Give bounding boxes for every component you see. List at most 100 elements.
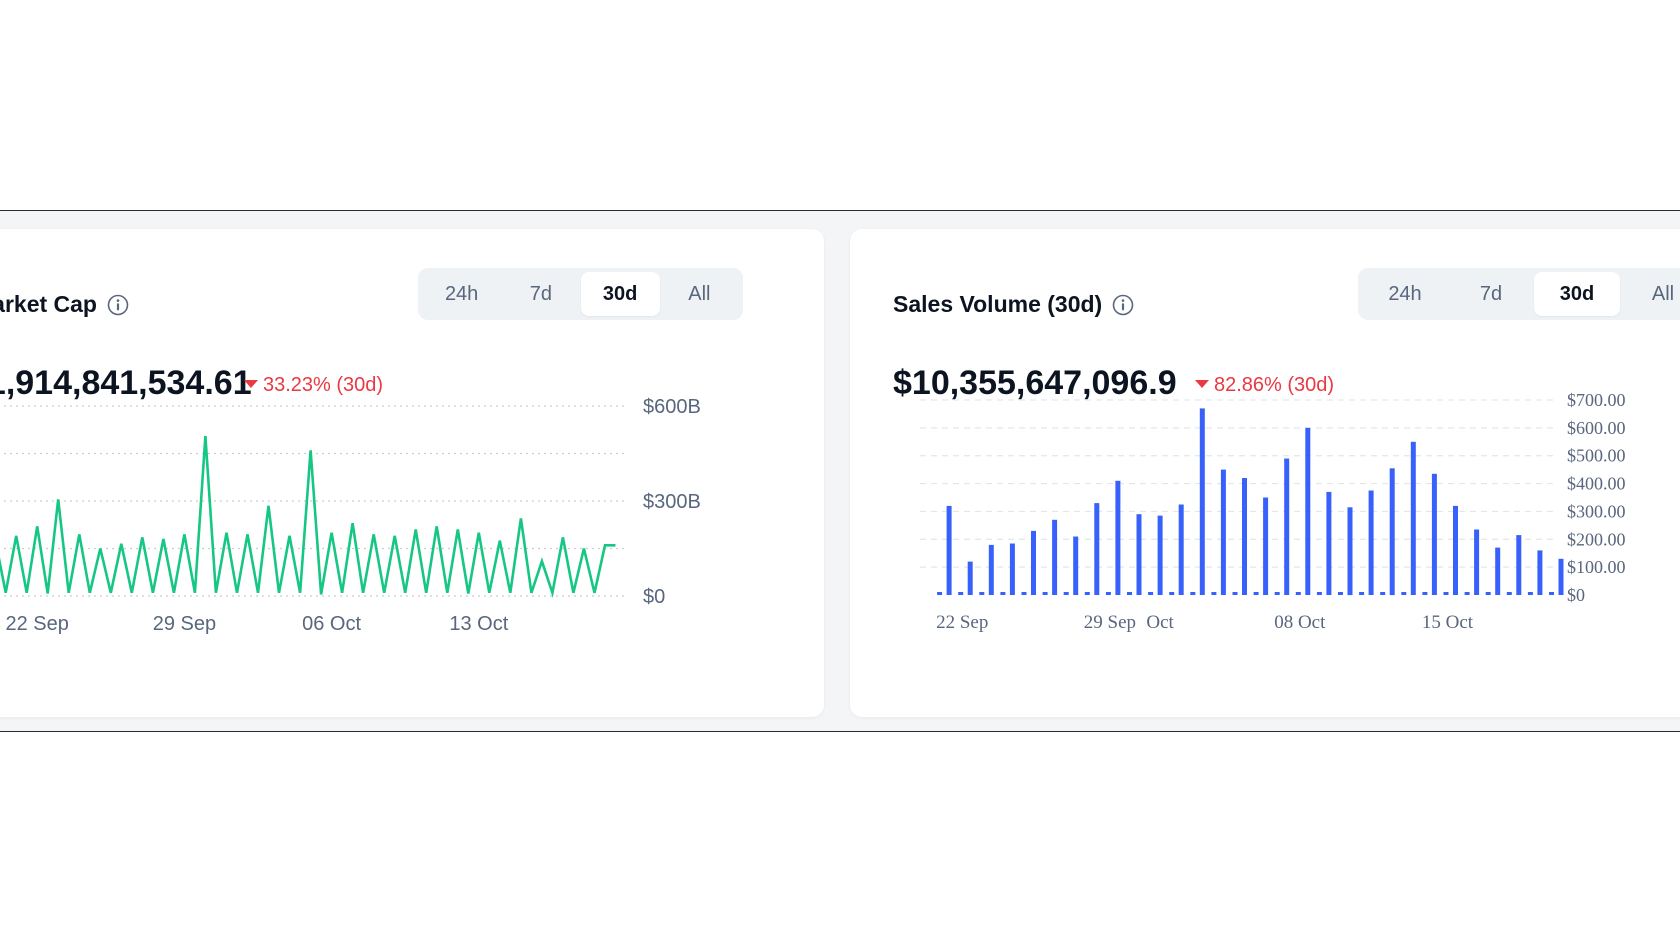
volume-bar-stub <box>1148 592 1154 595</box>
volume-bar[interactable] <box>1537 550 1543 595</box>
volume-bar[interactable] <box>1453 505 1458 595</box>
x-tick-label: 08 Oct <box>1274 612 1326 633</box>
market-cap-change-text: 33.23% (30d) <box>263 374 384 396</box>
sales-volume-title: Sales Volume (30d) <box>893 290 1134 318</box>
volume-bar[interactable] <box>1410 441 1416 595</box>
y-tick-label: $200.00 <box>1567 529 1626 549</box>
volume-bar-stub <box>1295 592 1301 595</box>
x-tick-label: 29 Sep <box>1084 612 1136 633</box>
info-icon[interactable] <box>107 294 129 316</box>
volume-bar[interactable] <box>1474 529 1480 596</box>
volume-bar[interactable] <box>1157 515 1163 595</box>
range-7d-button[interactable]: 7d <box>1479 283 1503 305</box>
sales-volume-y-axis: $0 $100.00 $200.00 $300.00 $400.00 $500.00 $60… <box>1567 390 1626 605</box>
volume-bar-stub <box>1549 592 1554 595</box>
volume-bar[interactable] <box>1136 514 1142 595</box>
volume-bar-stub <box>1000 592 1006 595</box>
market-cap-title-text: Market Cap <box>0 291 97 317</box>
range-all-button[interactable]: All <box>688 283 711 305</box>
volume-bar-stub <box>1338 592 1343 595</box>
sales-volume-change: 82.86% (30d) <box>1195 373 1334 397</box>
volume-bar[interactable] <box>1115 480 1121 595</box>
volume-bar[interactable] <box>1094 503 1100 595</box>
volume-bar-stub <box>1316 592 1322 595</box>
y-tick-label: $300.00 <box>1567 501 1626 521</box>
volume-bar-stub <box>1380 592 1386 595</box>
volume-bar-stub <box>1464 592 1470 595</box>
volume-bar-stub <box>1063 592 1069 595</box>
x-tick-label: Oct <box>1146 612 1174 633</box>
market-cap-x-axis: 22 Sep 29 Sep 06 Oct 13 Oct <box>6 613 509 635</box>
volume-bar[interactable] <box>1431 473 1437 595</box>
volume-bar-stub <box>979 592 985 595</box>
volume-bar[interactable] <box>1305 427 1311 595</box>
volume-bar[interactable] <box>1031 530 1036 595</box>
y-tick-label: $600B <box>643 396 701 418</box>
volume-bar[interactable] <box>1347 507 1353 596</box>
dashboard-strip: Market Cap 24h 7d 30d All $1,914,841,534… <box>0 210 1680 732</box>
sales-volume-range-selector: 24h 7d 30d All <box>1358 268 1680 320</box>
volume-bar[interactable] <box>988 544 994 595</box>
volume-bar[interactable] <box>1073 536 1079 596</box>
x-tick-label: 06 Oct <box>302 613 361 635</box>
sales-volume-bar-chart: $0 $100.00 $200.00 $300.00 $400.00 $500.00 $60… <box>920 390 1626 633</box>
market-cap-gridlines <box>0 405 626 597</box>
volume-bar-stub <box>1443 592 1449 595</box>
volume-bar-stub <box>1232 592 1238 595</box>
volume-bar[interactable] <box>1284 458 1290 596</box>
volume-bar-stub <box>1211 592 1217 595</box>
y-tick-label: $100.00 <box>1567 557 1626 577</box>
volume-bar-stub <box>1401 592 1407 595</box>
volume-bar[interactable] <box>1242 478 1247 595</box>
volume-bar-stub <box>1253 592 1259 595</box>
volume-bar-stub <box>1485 592 1491 595</box>
x-tick-label: 22 Sep <box>936 612 988 633</box>
market-cap-line[interactable] <box>0 436 616 598</box>
sales-volume-gridlines <box>920 399 1553 568</box>
volume-bar-stub <box>1506 592 1512 595</box>
volume-bar[interactable] <box>1495 547 1501 595</box>
sales-volume-title-text: Sales Volume (30d) <box>893 291 1103 317</box>
y-tick-label: $400.00 <box>1567 474 1626 494</box>
info-icon[interactable] <box>1112 294 1134 316</box>
volume-bar-stub <box>1190 592 1196 595</box>
range-24h-button[interactable]: 24h <box>1388 283 1422 305</box>
volume-bar[interactable] <box>1368 490 1374 596</box>
volume-bar-stub <box>1084 592 1090 595</box>
volume-bar[interactable] <box>1389 468 1395 596</box>
volume-bar[interactable] <box>1199 408 1205 595</box>
volume-bar[interactable] <box>1009 543 1015 596</box>
volume-bar[interactable] <box>1263 497 1269 596</box>
down-triangle-icon <box>244 380 258 388</box>
volume-bar-stub <box>1422 592 1428 595</box>
market-cap-series <box>0 436 616 598</box>
range-30d-button[interactable]: 30d <box>580 272 660 316</box>
volume-bar-stub <box>1021 592 1027 595</box>
volume-bar[interactable] <box>1326 491 1332 595</box>
volume-bar[interactable] <box>1516 535 1522 595</box>
y-tick-label: $0 <box>643 586 665 608</box>
volume-bar[interactable] <box>946 505 952 595</box>
sales-volume-series <box>937 408 1564 596</box>
range-all-button[interactable]: All <box>1651 283 1675 305</box>
range-24h-button[interactable]: 24h <box>444 283 479 305</box>
down-triangle-icon <box>1195 380 1209 388</box>
volume-bar[interactable] <box>1220 469 1226 595</box>
volume-bar[interactable] <box>967 561 973 595</box>
volume-bar[interactable] <box>1178 504 1184 596</box>
y-tick-label: $700.00 <box>1567 390 1626 410</box>
market-cap-title: Market Cap <box>0 290 129 318</box>
y-tick-label: $500.00 <box>1567 446 1626 466</box>
volume-bar[interactable] <box>1052 519 1058 595</box>
volume-bar-stub <box>1127 592 1132 595</box>
x-tick-label: 13 Oct <box>449 613 508 635</box>
market-cap-card: Market Cap 24h 7d 30d All $1,914,841,534… <box>0 229 824 717</box>
sales-volume-change-text: 82.86% (30d) <box>1214 374 1335 396</box>
market-cap-value: $1,914,841,534.61 <box>0 364 252 402</box>
range-30d-button[interactable]: 30d <box>1534 272 1620 316</box>
x-tick-label: 15 Oct <box>1422 612 1474 633</box>
volume-bar-stub <box>937 592 943 595</box>
market-cap-range-selector: 24h 7d 30d All <box>418 268 743 320</box>
volume-bar[interactable] <box>1558 558 1564 595</box>
range-7d-button[interactable]: 7d <box>529 283 552 305</box>
